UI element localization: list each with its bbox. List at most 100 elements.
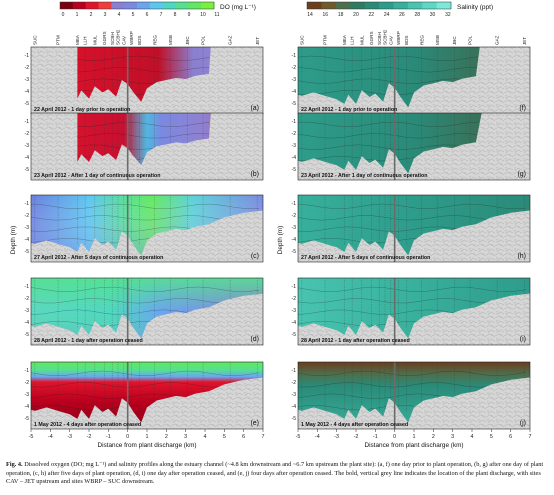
panel-contour-line [31,215,260,221]
y-axis-title: Depth (m) [277,226,284,254]
do-colorbar-tick: 1 [76,12,79,18]
site-label-llh: LLH [350,37,355,45]
sal-colorbar-swatch [364,2,380,9]
panel-date-caption: 23 April 2012 - After 1 day of continuou… [34,173,160,179]
x-axis-tick-label: -1 [373,434,378,440]
depth-tick-label: -4 [292,155,297,161]
site-label-pol: POL [201,35,206,45]
do-colorbar-tick: 10 [200,12,206,18]
sal-colorbar-swatch [393,2,409,9]
site-label-mul: MUL [92,35,97,45]
do-colorbar-label: DO (mg L⁻¹) [220,4,256,11]
depth-tick-label: -2 [25,296,30,302]
do-panel-b: 23 April 2012 - After 1 day of continuou… [25,112,264,181]
x-axis-tick-label: -4 [315,434,320,440]
site-label-gaz: GAZ [495,35,500,45]
panel-frame [30,277,264,346]
depth-tick-label: -3 [25,392,30,398]
panel-letter: (b) [250,171,259,178]
panel-date-caption: 28 April 2012 - 1 day after operation ce… [301,338,410,344]
sal-colorbar-swatch [350,2,365,9]
depth-tick-label: -2 [292,131,297,137]
x-axis-tick-label: 6 [242,434,245,440]
depth-tick-label: -2 [25,213,30,219]
salinity-panel-j: 1 May 2012 - 4 days after operation ceas… [292,361,531,430]
site-label-bds: BDS [137,36,142,45]
panel-letter: (h) [517,253,526,260]
panel-contour-line [298,370,527,376]
depth-tick-label: -1 [25,53,30,59]
depth-tick-label: -4 [25,155,30,161]
panel-date-caption: 22 April 2012 - 1 day prior to operation [301,107,397,113]
panel-contour-line [298,144,479,150]
caption-label: Fig. 4. [6,461,23,468]
do-colorbar-swatch [60,2,74,9]
depth-tick-label: -2 [25,65,30,71]
x-axis-tick-label: 4 [471,434,474,440]
sal-colorbar-label: Salinity (ppt) [457,4,493,11]
do-panel-c: 27 April 2012 - After 5 days of continuo… [25,194,264,263]
sal-colorbar-swatch [436,2,452,9]
depth-tick-label: -5 [25,167,30,173]
y-axis-title: Depth (m) [10,226,17,254]
depth-tick-label: -5 [25,101,30,107]
panel-letter: (e) [250,420,259,427]
x-axis-tick-label: -4 [48,434,53,440]
panel-contour-line [77,55,210,61]
panel-letter: (d) [250,336,259,343]
site-label-jet: JET [255,37,260,45]
site-label-ggrs: GGRS [102,31,107,45]
do-colorbar-swatch [175,2,189,9]
do-colorbar-tick: 4 [118,12,121,18]
site-label-bds: BDS [404,36,409,45]
x-axis-tick-label: 5 [223,434,226,440]
panel-letter: (i) [520,336,526,343]
x-axis-tick-label: 7 [262,434,265,440]
sal-colorbar-tick: 24 [384,12,390,18]
do-colorbar-tick: 5 [132,12,135,18]
do-colorbar-tick: 7 [160,12,163,18]
x-axis-title: Distance from plant discharge (km) [364,442,463,449]
panel-contour-line [298,78,479,84]
site-label-suc: SUC [32,35,37,45]
do-colorbar-swatch [111,2,125,9]
depth-tick-label: -4 [25,89,30,95]
depth-tick-label: -4 [25,237,30,243]
sal-colorbar-tick: 14 [307,12,313,18]
depth-tick-label: -4 [292,404,297,410]
depth-tick-label: -3 [292,77,297,83]
depth-tick-label: -3 [25,308,30,314]
x-axis-tick-label: -2 [87,434,92,440]
depth-tick-label: -4 [25,320,30,326]
x-axis-tick-label: 4 [204,434,207,440]
depth-tick-label: -5 [25,332,30,338]
depth-tick-label: -5 [292,332,297,338]
panel-frame [297,194,531,263]
x-axis-tick-label: 2 [432,434,435,440]
depth-tick-label: -5 [25,249,30,255]
panel-date-caption: 27 April 2012 - After 5 days of continuo… [34,255,163,261]
panel-contour-line [31,370,260,376]
panel-date-caption: 22 April 2012 - 1 day prior to operation [34,107,130,113]
x-axis-tick-label: 2 [165,434,168,440]
depth-tick-label: -1 [292,119,297,125]
panel-contour-line [298,121,479,127]
do-colorbar-tick: 9 [188,12,191,18]
site-label-scbh: SCBH [110,32,115,45]
site-label-reg: REG [419,35,424,45]
sal-colorbar-swatch [321,2,337,9]
do-colorbar-tick: 0 [62,12,65,18]
panel-letter: (a) [250,105,259,112]
sal-colorbar-tick: 18 [338,12,344,18]
sal-colorbar-swatch [422,2,437,9]
panel-letter: (j) [520,420,526,427]
do-colorbar-frame [59,1,215,10]
do-panel-e: 1 May 2012 - 4 days after operation ceas… [25,361,264,430]
site-label-suc: SUC [299,35,304,45]
panel-frame [30,194,264,263]
do-colorbar-swatch [98,2,112,9]
site-label-ptm: PTM [323,35,328,45]
depth-tick-label: -1 [292,368,297,374]
site-label-scbh2: SCBH2 [116,29,121,45]
depth-tick-label: -2 [292,380,297,386]
